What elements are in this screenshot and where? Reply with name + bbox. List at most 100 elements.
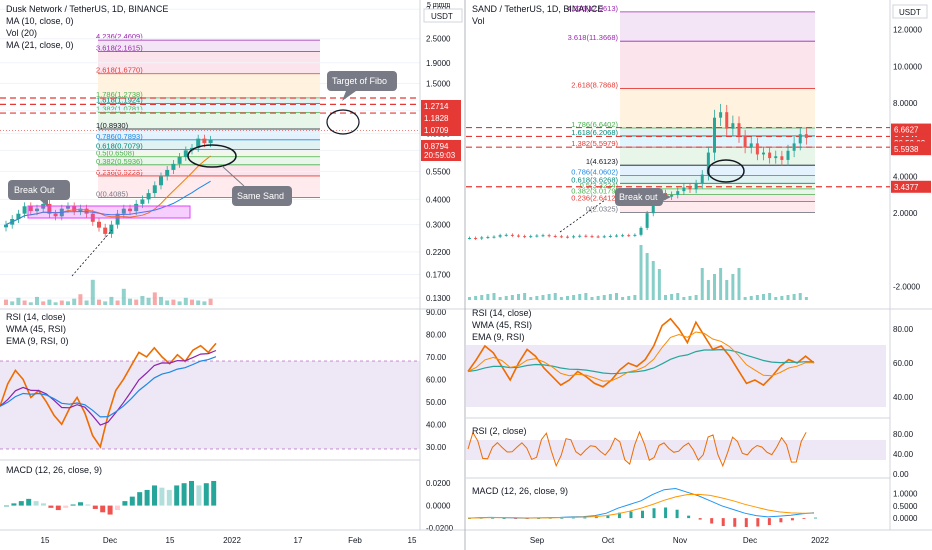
- left-rsi-tick[interactable]: 80.00: [426, 330, 447, 339]
- left-rsi-tick[interactable]: 50.00: [426, 398, 447, 407]
- right-macd-legend[interactable]: MACD (12, 26, close, 9): [472, 486, 568, 496]
- right-candle[interactable]: [676, 191, 680, 195]
- left-breakout-callout[interactable]: Break Out: [8, 180, 70, 207]
- left-same-callout[interactable]: Same Sand: [232, 186, 292, 206]
- left-price-tick[interactable]: 1.9000: [426, 59, 451, 68]
- left-axis-badge[interactable]: USDT: [423, 8, 463, 23]
- left-candle[interactable]: [47, 203, 52, 214]
- right-price-axis[interactable]: 12.000010.00008.00006.00004.00002.0000-2…: [893, 26, 922, 292]
- right-candle[interactable]: [713, 117, 716, 153]
- left-candle[interactable]: [134, 203, 139, 212]
- left-candle[interactable]: [72, 206, 77, 212]
- left-price-tick[interactable]: 0.5500: [426, 167, 451, 176]
- left-legend-vol[interactable]: Vol (20): [6, 28, 37, 38]
- right-rsi-legend[interactable]: RSI (14, close): [472, 308, 532, 318]
- right-candle[interactable]: [768, 152, 772, 159]
- left-legend-ma21[interactable]: MA (21, close, 0): [6, 40, 74, 50]
- right-macd-tick[interactable]: 0.0000: [893, 514, 918, 523]
- left-time-tick[interactable]: 17: [294, 536, 303, 545]
- left-candle[interactable]: [140, 199, 145, 204]
- right-candle[interactable]: [596, 236, 600, 238]
- left-candle[interactable]: [16, 213, 21, 219]
- left-time-tick[interactable]: 2022: [223, 536, 241, 545]
- right-candle[interactable]: [774, 156, 778, 159]
- left-rsi-tick[interactable]: 40.00: [426, 420, 447, 429]
- right-ema-legend[interactable]: EMA (9, RSI): [472, 332, 525, 342]
- right-rsi2-legend[interactable]: RSI (2, close): [472, 426, 527, 436]
- right-candle[interactable]: [535, 235, 539, 237]
- right-macd[interactable]: 1.0000 0.5000 0.0000: [467, 487, 918, 528]
- right-price-tick[interactable]: 8.0000: [893, 99, 918, 108]
- right-candle[interactable]: [590, 236, 594, 238]
- left-time-tick[interactable]: 15: [41, 536, 50, 545]
- right-price-tick[interactable]: -2.0000: [893, 283, 921, 292]
- right-wma-line[interactable]: [467, 348, 815, 375]
- right-candle[interactable]: [553, 235, 557, 237]
- right-rsi2-tick[interactable]: 80.00: [893, 430, 914, 439]
- right-time-tick[interactable]: Oct: [602, 536, 615, 545]
- left-candle[interactable]: [165, 169, 170, 177]
- right-rsi-line[interactable]: [467, 317, 815, 388]
- right-candle[interactable]: [798, 134, 802, 144]
- left-ema-legend[interactable]: EMA (9, RSI, 0): [6, 336, 69, 346]
- right-candle[interactable]: [504, 234, 508, 236]
- right-ema-line[interactable]: [467, 331, 815, 382]
- right-candle[interactable]: [670, 194, 674, 197]
- left-rsi-lines[interactable]: 90.00 80.00 70.00 60.00 50.00 40.00 30.00: [0, 308, 447, 452]
- right-rsi2-line[interactable]: 80.00 40.00 0.00: [467, 430, 914, 479]
- right-candle[interactable]: [541, 235, 545, 237]
- left-target-callout[interactable]: Target of Fibo: [327, 71, 397, 101]
- left-candle[interactable]: [202, 138, 207, 144]
- left-macd-tick[interactable]: 0.0000: [426, 502, 451, 511]
- right-macd-tick[interactable]: 1.0000: [893, 489, 918, 498]
- right-candle[interactable]: [743, 136, 747, 148]
- left-macd-tick[interactable]: 0.0200: [426, 479, 451, 488]
- right-candle[interactable]: [755, 143, 759, 155]
- left-candle[interactable]: [53, 213, 58, 217]
- left-time-tick[interactable]: 15: [166, 536, 175, 545]
- left-price-tick[interactable]: 0.4000: [426, 195, 451, 204]
- left-price-tick[interactable]: 0.1700: [426, 270, 451, 279]
- left-price-tick[interactable]: 0.3000: [426, 221, 451, 230]
- right-candle[interactable]: [737, 123, 741, 137]
- right-candle[interactable]: [627, 235, 631, 237]
- right-time-tick[interactable]: 2022: [811, 536, 829, 545]
- left-candle[interactable]: [208, 139, 213, 144]
- left-candle[interactable]: [66, 206, 70, 209]
- left-macd-histogram[interactable]: 0.0200 0.0000 -0.0200: [4, 479, 454, 533]
- right-time-tick[interactable]: Nov: [673, 536, 687, 545]
- right-candle[interactable]: [523, 236, 527, 238]
- right-candle[interactable]: [749, 143, 753, 148]
- left-price-tick[interactable]: 0.2200: [426, 248, 451, 257]
- left-wma-legend[interactable]: WMA (45, RSI): [6, 324, 66, 334]
- right-candle[interactable]: [547, 235, 551, 237]
- right-rsi2-tick[interactable]: 0.00: [893, 470, 909, 479]
- left-candle[interactable]: [171, 163, 176, 170]
- right-candle[interactable]: [572, 236, 576, 238]
- left-rsi-tick[interactable]: 70.00: [426, 353, 447, 362]
- left-candle[interactable]: [177, 156, 182, 164]
- right-rsi-lines[interactable]: 80.00 60.00 40.00: [467, 317, 914, 402]
- right-candle[interactable]: [792, 143, 796, 151]
- right-macd-tick[interactable]: 0.5000: [893, 502, 918, 511]
- right-candle[interactable]: [786, 150, 790, 160]
- right-candle[interactable]: [639, 227, 643, 235]
- right-price-tick[interactable]: 10.0000: [893, 62, 922, 71]
- right-candle[interactable]: [584, 235, 588, 237]
- right-candle[interactable]: [517, 235, 520, 237]
- right-candle[interactable]: [621, 235, 625, 237]
- right-time-tick[interactable]: Dec: [743, 536, 757, 545]
- right-candle[interactable]: [474, 237, 478, 239]
- left-candle[interactable]: [146, 193, 151, 200]
- left-time-tick[interactable]: 15: [408, 536, 417, 545]
- right-candle[interactable]: [602, 236, 606, 238]
- right-candle[interactable]: [510, 234, 514, 236]
- right-candle[interactable]: [498, 235, 502, 237]
- right-rsi-tick[interactable]: 80.00: [893, 325, 914, 334]
- right-candle[interactable]: [608, 235, 612, 237]
- left-candle[interactable]: [159, 176, 163, 186]
- left-price-tick[interactable]: 1.5000: [426, 80, 451, 89]
- left-candle[interactable]: [109, 224, 114, 234]
- right-candle[interactable]: [578, 235, 582, 237]
- left-rsi-legend[interactable]: RSI (14, close): [6, 312, 66, 322]
